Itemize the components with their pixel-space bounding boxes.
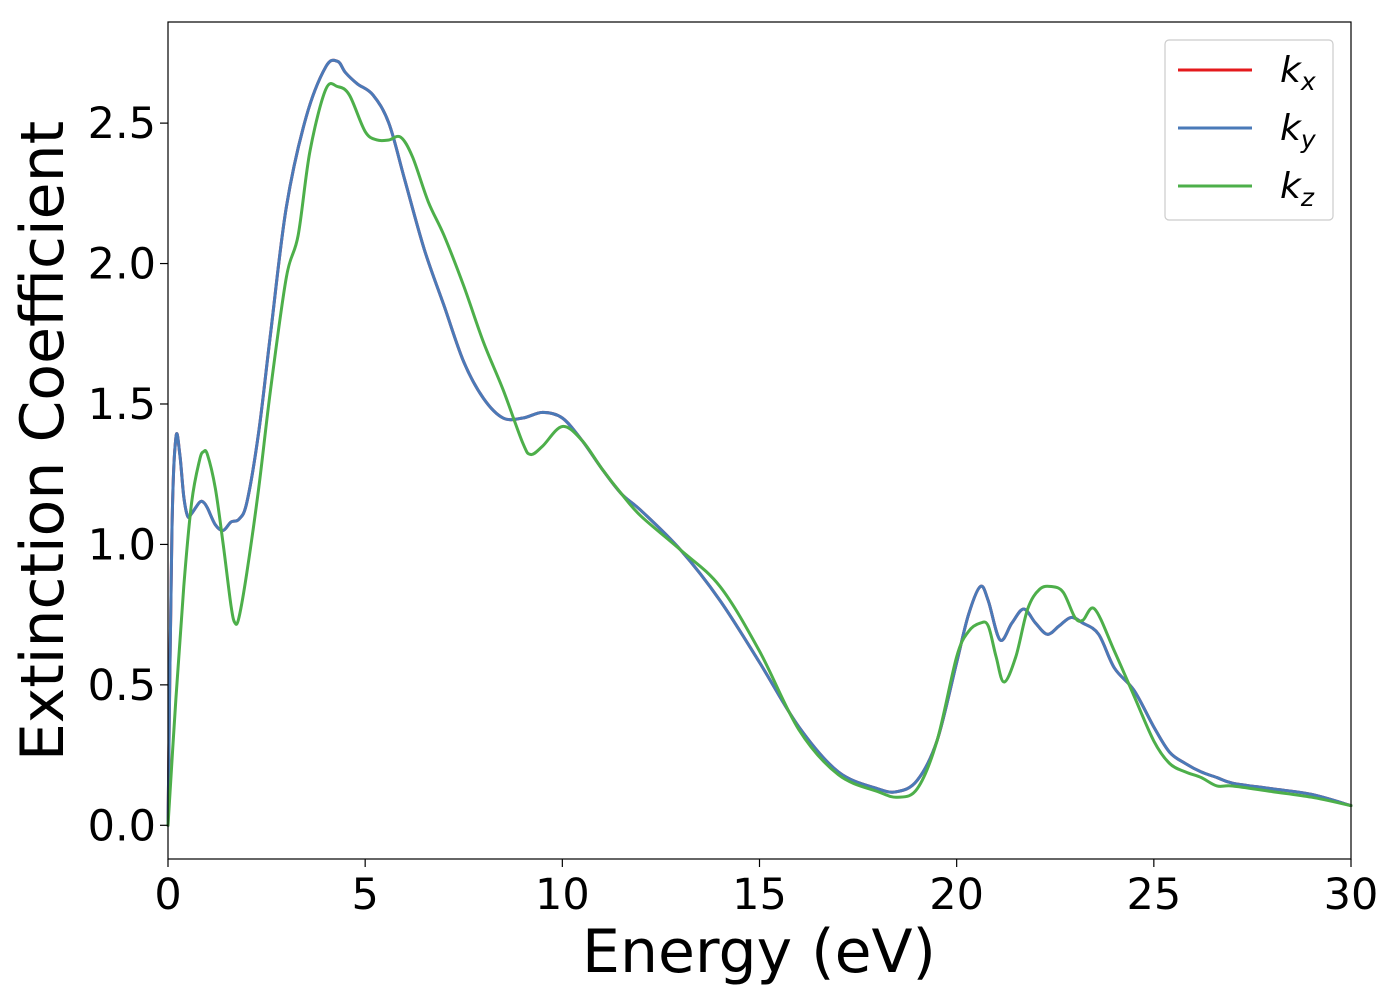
series-line-z xyxy=(166,82,1353,827)
x-tick-label: 10 xyxy=(535,870,590,920)
series-layer xyxy=(166,58,1353,827)
x-tick-label: 15 xyxy=(732,870,787,920)
legend-label-sub: x xyxy=(1300,67,1316,96)
x-tick-label: 20 xyxy=(929,870,984,920)
legend-label-main: k xyxy=(1280,50,1303,91)
legend-label-z: kz xyxy=(1280,166,1315,212)
x-axis-label: Energy (eV) xyxy=(582,917,936,987)
y-tick-label: 0.0 xyxy=(88,801,156,851)
legend-label-main: k xyxy=(1280,166,1303,207)
y-tick-label: 1.5 xyxy=(88,380,156,430)
x-tick-label: 25 xyxy=(1126,870,1181,920)
x-tick-label: 5 xyxy=(351,870,378,920)
x-axis-ticks: 0 5 10 15 20 25 30 xyxy=(154,859,1378,920)
legend-frame xyxy=(1164,39,1334,221)
x-tick-label: 0 xyxy=(154,870,181,920)
legend-label-main: k xyxy=(1280,108,1303,149)
legend-label-x: kx xyxy=(1280,50,1316,96)
y-tick-label: 2.0 xyxy=(88,240,156,290)
plot-area xyxy=(168,22,1351,859)
y-tick-label: 2.5 xyxy=(88,99,156,149)
y-tick-label: 1.0 xyxy=(88,520,156,570)
y-tick-label: 0.5 xyxy=(88,661,156,711)
legend-label-sub: y xyxy=(1300,125,1317,154)
legend-label-sub: z xyxy=(1300,183,1315,212)
legend-label-y: ky xyxy=(1280,108,1317,154)
y-axis-label: Extinction Coefficient xyxy=(8,121,78,761)
x-tick-label: 30 xyxy=(1324,870,1379,920)
y-axis-ticks: 0.0 0.5 1.0 1.5 2.0 2.5 xyxy=(88,99,168,851)
